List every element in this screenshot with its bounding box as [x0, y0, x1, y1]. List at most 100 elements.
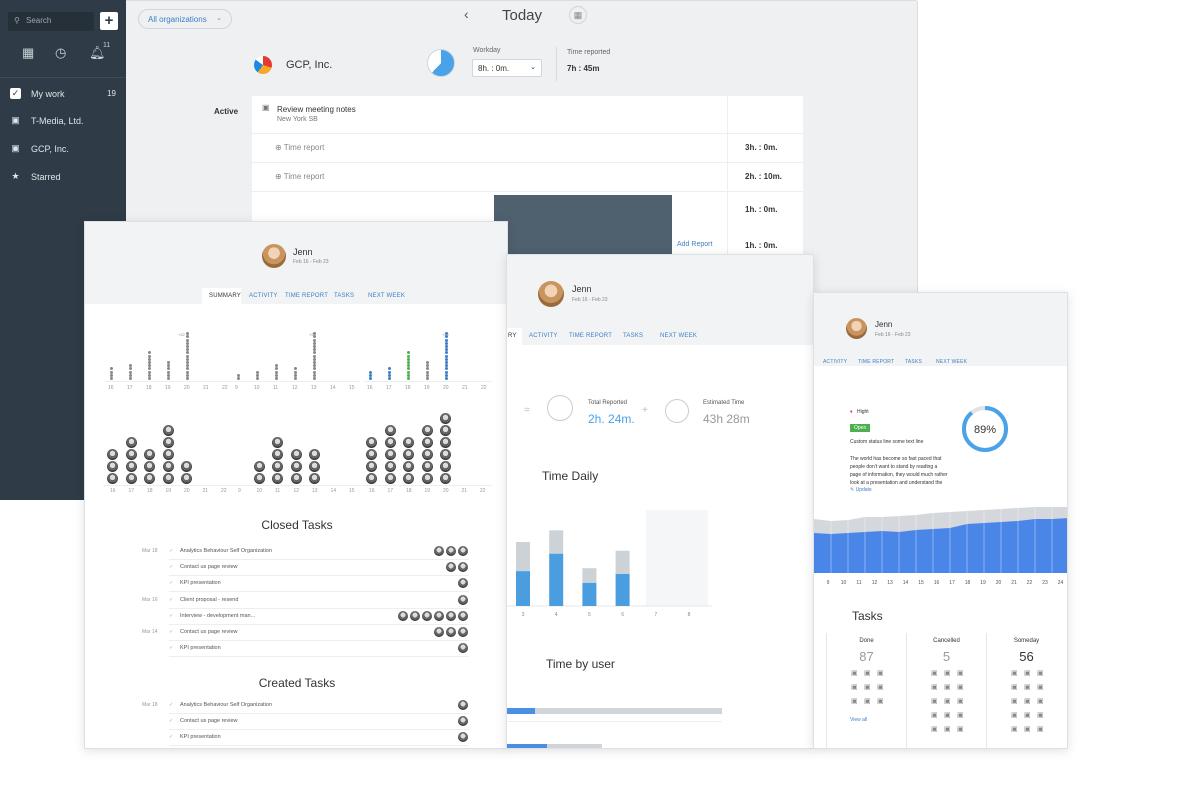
activity-dot — [445, 377, 448, 380]
task-icon[interactable]: ▣ — [1011, 726, 1018, 733]
task-label[interactable]: KPI presentation — [180, 734, 221, 741]
time-report-row[interactable]: ⊕ Time report — [275, 172, 325, 181]
task-icon[interactable]: ▣ — [1011, 684, 1018, 691]
tab-time-report[interactable]: TIME REPORT — [858, 359, 895, 365]
update-link[interactable]: ✎ Update — [850, 487, 872, 493]
task-icon[interactable]: ▣ — [1037, 670, 1044, 677]
task-label[interactable]: Contact us page review — [180, 718, 238, 725]
task-icon[interactable]: ▣ — [851, 698, 858, 705]
task-icon[interactable]: ▣ — [1024, 698, 1031, 705]
tab-activity[interactable]: ACTIVITY — [529, 333, 558, 339]
date-range: Feb 16 - Feb 23 — [572, 297, 608, 303]
task-label[interactable]: Contact us page review — [180, 564, 238, 571]
calendar-icon[interactable]: ▦ — [569, 6, 587, 24]
task-icon[interactable]: ▣ — [931, 712, 938, 719]
tab-next-week[interactable]: NEXT WEEK — [936, 359, 968, 365]
day-label: 3 — [522, 612, 525, 618]
day-label: 12 — [293, 488, 300, 494]
task-icon[interactable]: ▣ — [944, 670, 951, 677]
task-icon[interactable]: ▣ — [931, 726, 938, 733]
sidebar-item-t-media[interactable]: ▣ T-Media, Ltd. — [11, 115, 84, 126]
tab-summary[interactable]: SUMMARY — [209, 293, 241, 299]
task-label[interactable]: Contact us page review — [180, 629, 238, 635]
activity-dot — [148, 377, 151, 380]
task-icon[interactable]: ▣ — [944, 684, 951, 691]
task-icon[interactable]: ▣ — [1024, 712, 1031, 719]
user-avatar — [107, 473, 118, 484]
task-icon[interactable]: ▣ — [877, 698, 884, 705]
task-icon[interactable]: ▣ — [1024, 684, 1031, 691]
tab-time-report[interactable]: TIME REPORT — [569, 333, 613, 339]
view-all-link[interactable]: View all — [850, 717, 868, 723]
sidebar-item-gcp[interactable]: ▣ GCP, Inc. — [11, 143, 69, 154]
search-input[interactable]: ⚲ Search — [8, 12, 94, 31]
task-icon[interactable]: ▣ — [1011, 698, 1018, 705]
clock-icon[interactable]: ◷ — [55, 45, 67, 60]
task-icon[interactable]: ▣ — [931, 698, 938, 705]
task-icon[interactable]: ▣ — [1024, 670, 1031, 677]
task-icon[interactable]: ▣ — [957, 670, 964, 677]
task-icon[interactable]: ▣ — [1011, 670, 1018, 677]
task-icon[interactable]: ▣ — [957, 726, 964, 733]
user-avatar — [421, 437, 433, 448]
tab-next-week[interactable]: NEXT WEEK — [660, 333, 698, 339]
sidebar-item-starred[interactable]: ★ Starred — [11, 171, 61, 182]
task-icon[interactable]: ▣ — [957, 684, 964, 691]
activity-dot — [313, 335, 316, 339]
task-icon[interactable]: ▣ — [1037, 698, 1044, 705]
activity-dot — [167, 373, 170, 377]
grid-icon[interactable]: ▦ — [22, 45, 35, 60]
tab-time-report[interactable]: TIME REPORT — [285, 293, 329, 299]
task-label[interactable]: Analytics Behaviour Self Organization — [180, 548, 273, 554]
tab-activity[interactable]: ACTIVITY — [823, 359, 848, 365]
user-avatar — [458, 716, 468, 727]
column-divider — [986, 633, 987, 748]
task-label[interactable]: KPI presentation — [180, 580, 221, 587]
task-icon[interactable]: ▣ — [1037, 712, 1044, 719]
divider — [169, 656, 469, 658]
add-button[interactable]: + — [100, 12, 118, 30]
task-icon[interactable]: ▣ — [957, 712, 964, 719]
add-report-link[interactable]: Add Report — [677, 241, 713, 248]
sidebar-item-my-work[interactable]: ✓ My work 19 — [10, 88, 116, 99]
task-icon[interactable]: ▣ — [944, 698, 951, 705]
task-label[interactable]: Client proposal - resend — [180, 596, 239, 603]
task-label[interactable]: KPI presentation — [180, 645, 221, 652]
task-icon[interactable]: ▣ — [1024, 726, 1031, 733]
task-title[interactable]: Review meeting notes — [277, 105, 356, 114]
organization-filter[interactable]: All organizations ⌄ — [138, 9, 232, 29]
task-label[interactable]: Interview - development man... — [180, 612, 256, 619]
tab-tasks[interactable]: TASKS — [334, 293, 355, 299]
user-name: Jenn — [875, 320, 893, 329]
tab-activity[interactable]: ACTIVITY — [249, 293, 278, 299]
task-icon[interactable]: ▣ — [1037, 726, 1044, 733]
prev-day-button[interactable]: ‹ — [464, 6, 469, 22]
task-icon[interactable]: ▣ — [864, 684, 871, 691]
task-icon[interactable]: ▣ — [877, 684, 884, 691]
task-label[interactable]: Analytics Behaviour Self Organization — [180, 702, 273, 708]
bell-icon[interactable]: 🔔︎ — [89, 45, 106, 60]
task-icon[interactable]: ▣ — [1037, 684, 1044, 691]
user-avatar — [446, 627, 456, 637]
tab-next-week[interactable]: NEXT WEEK — [368, 293, 406, 299]
task-icon[interactable]: ▣ — [944, 712, 951, 719]
workday-select[interactable]: 8h. : 0m. ⌄ — [472, 59, 542, 77]
tab-summary[interactable]: RY — [508, 333, 517, 339]
task-icon[interactable]: ▣ — [851, 684, 858, 691]
tab-tasks[interactable]: TASKS — [623, 333, 644, 339]
task-icon[interactable]: ▣ — [957, 698, 964, 705]
activity-dot — [186, 345, 189, 348]
activity-dot — [445, 367, 448, 371]
task-icon[interactable]: ▣ — [851, 670, 858, 677]
user-avatar — [421, 473, 433, 484]
task-icon[interactable]: ▣ — [877, 670, 884, 677]
task-icon[interactable]: ▣ — [864, 670, 871, 677]
task-icon[interactable]: ▣ — [864, 698, 871, 705]
tab-tasks[interactable]: TASKS — [905, 359, 923, 365]
user-avatar — [446, 610, 456, 621]
time-report-row[interactable]: ⊕ Time report — [275, 143, 325, 152]
task-icon[interactable]: ▣ — [931, 684, 938, 691]
task-icon[interactable]: ▣ — [931, 670, 938, 677]
task-icon[interactable]: ▣ — [1011, 712, 1018, 719]
task-icon[interactable]: ▣ — [944, 726, 951, 733]
